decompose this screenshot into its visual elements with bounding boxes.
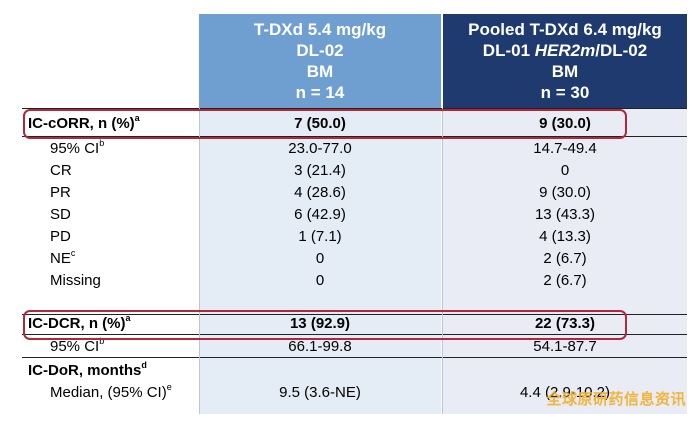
table-row: IC-DCR, n (%)a 13 (92.9) 22 (73.3) xyxy=(22,313,687,335)
cell-col2: 2 (6.7) xyxy=(543,250,587,267)
cell-col1: 23.0-77.0 xyxy=(288,140,352,157)
cell-col2: 9 (30.0) xyxy=(539,115,591,132)
cell-col2: 0 xyxy=(560,162,570,179)
watermark-text: 全球原研药信息资讯 xyxy=(546,391,686,408)
cell-col1: 0 xyxy=(315,272,325,289)
row-divider xyxy=(22,136,687,137)
cell-col1: 66.1-99.8 xyxy=(288,338,352,355)
col1-body-background xyxy=(199,108,441,414)
column-divider xyxy=(442,108,443,414)
table-row: IC-DoR, monthsd xyxy=(22,360,687,382)
cell-col2: 4.4 (2.9-10.2) xyxy=(519,384,611,401)
col1-header-line4: n = 14 xyxy=(295,83,345,102)
row-label: SD xyxy=(50,206,71,223)
table-row: SD 6 (42.9) 13 (43.3) xyxy=(22,204,687,226)
header-divider xyxy=(22,108,687,109)
highlight-box-ic-dcr xyxy=(23,310,627,340)
col1-header-line2: DL-02 xyxy=(296,41,344,60)
row-label: 95% CIb xyxy=(50,138,105,158)
cell-col2: 22 (73.3) xyxy=(534,315,596,332)
row-label: Missing xyxy=(50,272,101,289)
col2-header-line3: BM xyxy=(551,62,579,81)
footnote-marker: c xyxy=(70,248,76,258)
row-label: Median, (95% CI)e xyxy=(50,382,172,402)
col2-header-line1: Pooled T-DXd 6.4 mg/kg xyxy=(468,20,662,39)
table-row: CR 3 (21.4) 0 xyxy=(22,160,687,182)
highlight-box-ic-corr xyxy=(23,109,627,139)
cell-col1: 4 (28.6) xyxy=(294,184,346,201)
row-label: PD xyxy=(50,228,71,245)
row-label: 95% CIb xyxy=(50,336,105,356)
table-row: IC-cORR, n (%)a 7 (50.0) 9 (30.0) xyxy=(22,113,687,135)
cell-col1: 6 (42.9) xyxy=(294,206,346,223)
table-row: 95% CIb 66.1-99.8 54.1-87.7 xyxy=(22,336,687,358)
table-row: NEc 0 2 (6.7) xyxy=(22,248,687,270)
footnote-marker: d xyxy=(141,360,147,370)
cell-col2: 9 (30.0) xyxy=(539,184,591,201)
row-label: PR xyxy=(50,184,71,201)
col2-header-line2: DL-01 HER2m/DL-02 xyxy=(482,41,648,60)
row-divider xyxy=(22,357,687,358)
row-label: IC-DoR, monthsd xyxy=(28,360,147,380)
footnote-marker: b xyxy=(99,336,105,346)
footnote-marker: a xyxy=(125,313,131,323)
table-row: Median, (95% CI)e 9.5 (3.6-NE) 4.4 (2.9-10… xyxy=(22,382,687,404)
footnote-marker: a xyxy=(134,113,140,123)
cell-col1: 9.5 (3.6-NE) xyxy=(279,384,361,401)
row-label: NEc xyxy=(50,248,76,268)
table-row: PD 1 (7.1) 4 (13.3) xyxy=(22,226,687,248)
col1-header-line1: T-DXd 5.4 mg/kg xyxy=(253,20,387,39)
col1-header: T-DXd 5.4 mg/kg DL-02 BM n = 14 xyxy=(199,14,441,108)
cell-col2: 13 (43.3) xyxy=(534,206,596,223)
cell-col1: 1 (7.1) xyxy=(298,228,342,245)
cell-col2: 4 (13.3) xyxy=(539,228,591,245)
cell-col1: 3 (21.4) xyxy=(294,162,346,179)
cell-col1: 7 (50.0) xyxy=(294,115,346,132)
row-label: IC-DCR, n (%)a xyxy=(28,313,131,333)
col2-header-line4: n = 30 xyxy=(540,83,590,102)
cell-col2: 14.7-49.4 xyxy=(533,140,597,157)
col2-header: Pooled T-DXd 6.4 mg/kg DL-01 HER2m/DL-02… xyxy=(443,14,687,108)
row-label: IC-cORR, n (%)a xyxy=(28,113,140,133)
row-divider xyxy=(22,334,687,335)
col1-header-line3: BM xyxy=(306,62,334,81)
row-label: CR xyxy=(50,162,72,179)
footnote-marker: e xyxy=(166,382,172,392)
col2-body-background xyxy=(443,108,687,414)
table-row: 95% CIb 23.0-77.0 14.7-49.4 xyxy=(22,138,687,160)
table-row: PR 4 (28.6) 9 (30.0) xyxy=(22,182,687,204)
cell-col2: 2 (6.7) xyxy=(543,272,587,289)
footnote-marker: b xyxy=(99,138,105,148)
row-divider xyxy=(22,314,687,315)
cell-col2: 54.1-87.7 xyxy=(533,338,597,355)
table-row: Missing 0 2 (6.7) xyxy=(22,270,687,292)
cell-col1: 0 xyxy=(315,250,325,267)
column-divider xyxy=(199,108,200,414)
cell-col1: 13 (92.9) xyxy=(289,315,351,332)
